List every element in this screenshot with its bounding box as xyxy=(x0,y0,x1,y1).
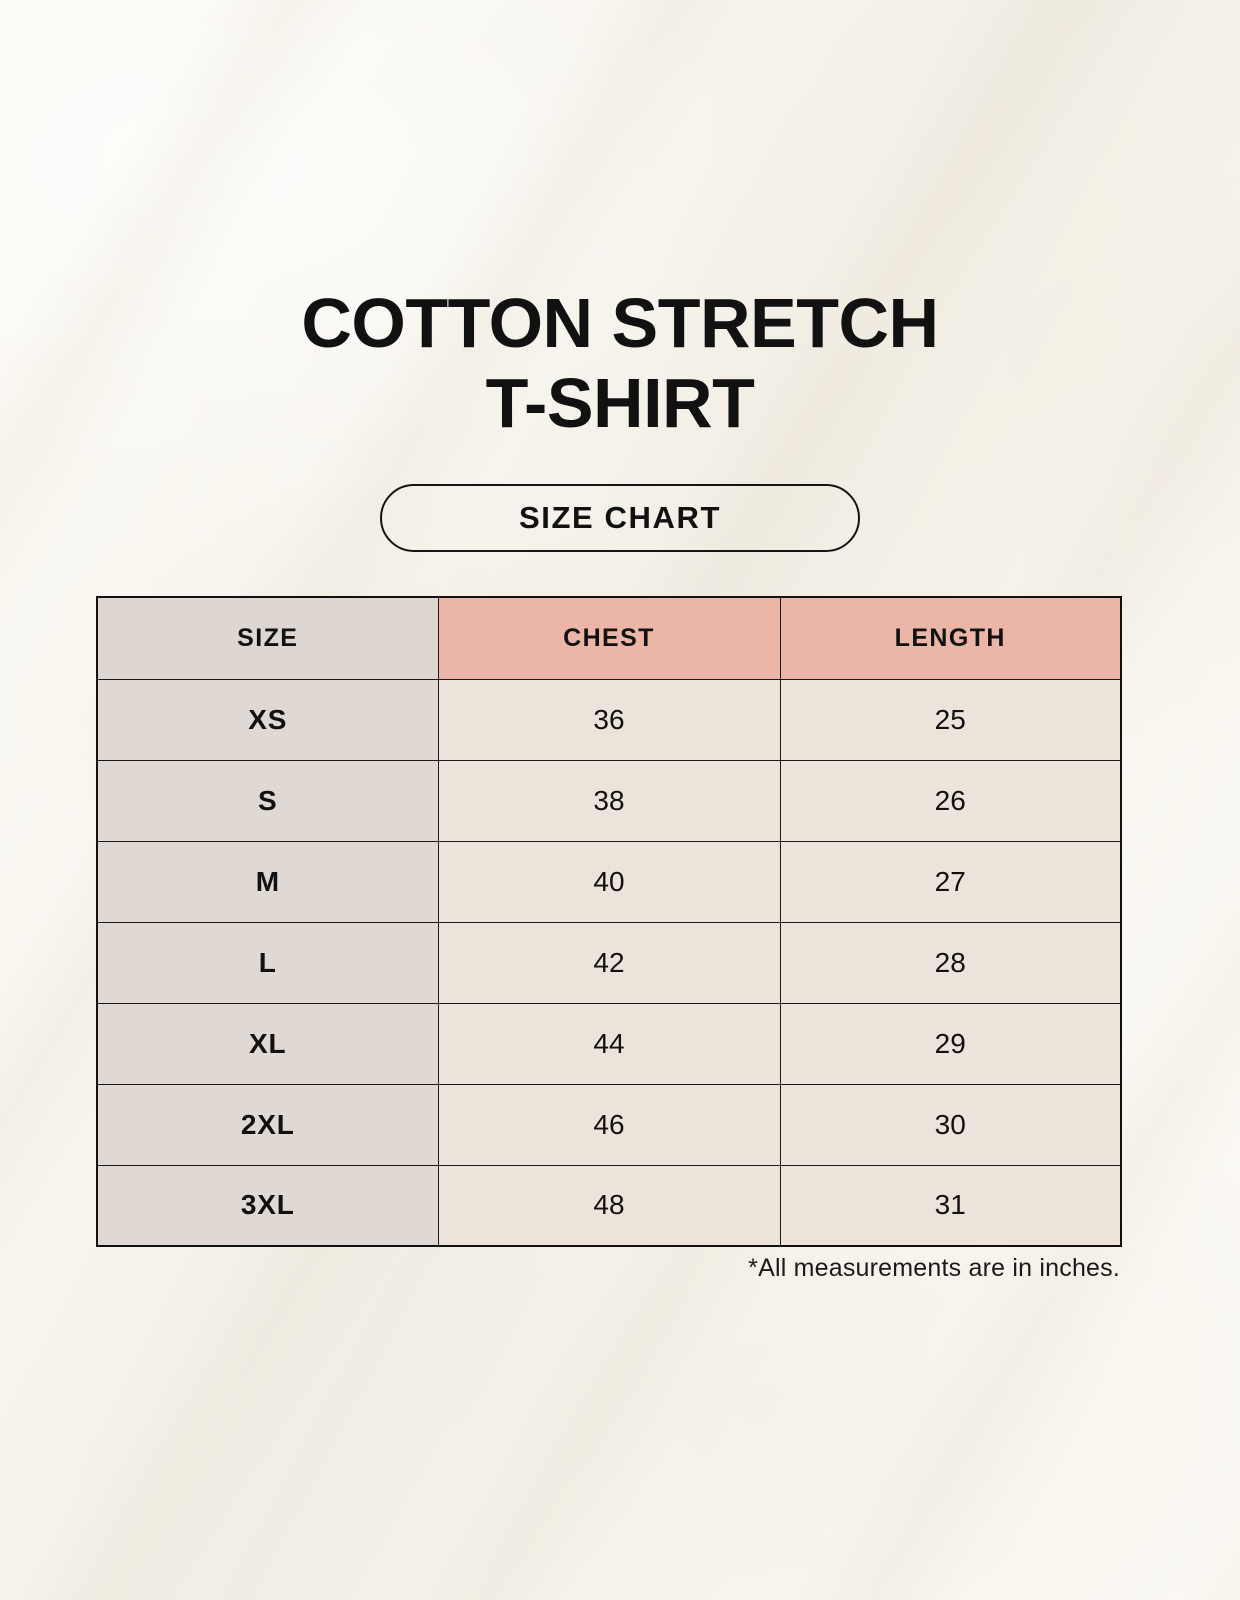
cell-length: 30 xyxy=(780,1084,1121,1166)
measurements-footnote: *All measurements are in inches. xyxy=(748,1254,1120,1282)
page-title-line-1: COTTON STRETCH xyxy=(301,284,939,362)
size-table-container: SIZE CHEST LENGTH XS 36 25 S 38 26 M xyxy=(96,596,1122,1247)
column-header-chest: CHEST xyxy=(438,597,781,680)
table-row: M 40 27 xyxy=(97,841,1121,923)
cell-chest: 42 xyxy=(438,922,781,1004)
size-chart-badge-container: SIZE CHART xyxy=(0,484,1240,552)
cell-size: 2XL xyxy=(97,1084,439,1166)
page-title: COTTON STRETCH T-SHIRT xyxy=(0,288,1240,438)
table-row: XS 36 25 xyxy=(97,679,1121,761)
cell-chest: 36 xyxy=(438,679,781,761)
size-chart-badge: SIZE CHART xyxy=(380,484,860,552)
size-table: SIZE CHEST LENGTH XS 36 25 S 38 26 M xyxy=(96,596,1122,1247)
cell-length: 28 xyxy=(780,922,1121,1004)
cell-length: 27 xyxy=(780,841,1121,923)
cell-length: 31 xyxy=(780,1165,1121,1246)
table-header-row: SIZE CHEST LENGTH xyxy=(97,597,1121,680)
cell-size: L xyxy=(97,922,439,1004)
cell-chest: 38 xyxy=(438,760,781,842)
cell-length: 26 xyxy=(780,760,1121,842)
size-table-body: XS 36 25 S 38 26 M 40 27 L 42 28 xyxy=(97,679,1121,1246)
table-row: XL 44 29 xyxy=(97,1003,1121,1085)
cell-chest: 46 xyxy=(438,1084,781,1166)
cell-size: XS xyxy=(97,679,439,761)
cell-chest: 40 xyxy=(438,841,781,923)
cell-chest: 44 xyxy=(438,1003,781,1085)
page-title-line-2: T-SHIRT xyxy=(485,364,755,442)
cell-length: 29 xyxy=(780,1003,1121,1085)
table-row: 2XL 46 30 xyxy=(97,1084,1121,1166)
cell-length: 25 xyxy=(780,679,1121,761)
column-header-length: LENGTH xyxy=(780,597,1121,680)
cell-size: 3XL xyxy=(97,1165,439,1246)
table-row: S 38 26 xyxy=(97,760,1121,842)
cell-size: M xyxy=(97,841,439,923)
column-header-size: SIZE xyxy=(97,597,439,680)
cell-size: S xyxy=(97,760,439,842)
size-table-header: SIZE CHEST LENGTH xyxy=(97,597,1121,680)
cell-chest: 48 xyxy=(438,1165,781,1246)
table-row: L 42 28 xyxy=(97,922,1121,1004)
table-row: 3XL 48 31 xyxy=(97,1165,1121,1246)
cell-size: XL xyxy=(97,1003,439,1085)
